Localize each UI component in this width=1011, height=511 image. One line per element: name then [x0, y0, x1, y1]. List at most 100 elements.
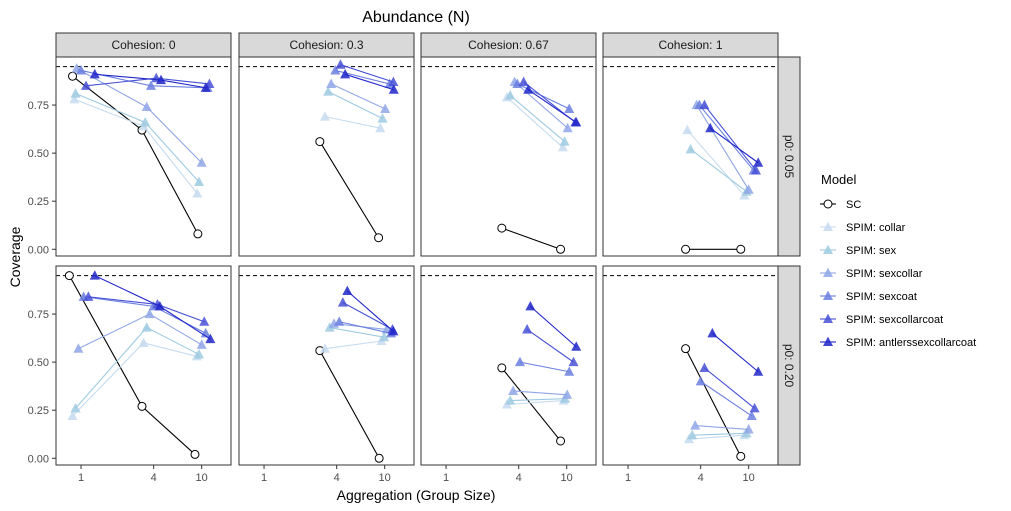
data-point [518, 76, 529, 87]
data-point [89, 68, 100, 79]
series-line [319, 350, 380, 459]
data-point [205, 333, 216, 344]
legend-entry-label: SPIM: collar [846, 222, 906, 234]
data-point [323, 86, 334, 96]
data-point [89, 270, 100, 280]
x-tick-label: 1 [443, 472, 449, 484]
data-point [319, 111, 330, 121]
column-strip-label: Cohesion: 0.67 [468, 38, 549, 52]
data-point [193, 349, 204, 359]
x-tick-label: 10 [561, 472, 573, 484]
data-point [571, 116, 582, 127]
x-tick-label: 10 [743, 472, 755, 484]
data-point [571, 341, 582, 351]
data-point [559, 136, 570, 146]
panel-border [420, 265, 597, 466]
data-point [525, 300, 536, 311]
data-point [137, 401, 147, 411]
row-strip-label: p0: 0.20 [782, 344, 796, 388]
panel-background [603, 57, 778, 256]
data-point [145, 80, 156, 90]
data-point [562, 389, 573, 399]
series-line [527, 89, 577, 123]
series-line [696, 104, 750, 190]
data-point [556, 436, 566, 446]
data-point [749, 402, 760, 413]
y-tick-label: 0.25 [28, 196, 49, 208]
legend-entry-label: SPIM: sex [846, 245, 897, 257]
series-line [510, 398, 566, 402]
data-point [319, 343, 330, 353]
data-point [743, 184, 754, 194]
data-point [144, 308, 155, 319]
panel-background [421, 57, 596, 256]
series-line [517, 83, 570, 110]
data-point [138, 337, 149, 347]
data-point [388, 84, 399, 94]
series-line [344, 73, 394, 91]
series-line [685, 348, 742, 457]
data-point [388, 325, 399, 336]
data-point [497, 223, 507, 233]
data-point [707, 327, 718, 338]
data-point [379, 331, 390, 342]
data-point [380, 103, 391, 113]
series-line [327, 91, 383, 120]
data-point [70, 88, 81, 98]
data-point [705, 122, 716, 133]
data-point [557, 141, 568, 152]
panel-border [238, 265, 415, 466]
data-point [73, 343, 84, 353]
series-line [506, 400, 564, 405]
legend-entry-label: SPIM: sexcoat [846, 291, 917, 303]
series-line [329, 326, 385, 338]
series-line [690, 148, 747, 193]
data-point [155, 74, 166, 85]
panel-background [239, 266, 414, 465]
data-point [200, 82, 211, 92]
panel-background [421, 266, 596, 465]
column-strip-label: Cohesion: 0.3 [289, 38, 363, 52]
column-strip [238, 32, 415, 58]
chart-title: Abundance (N) [362, 9, 470, 26]
x-tick-label: 4 [698, 472, 704, 484]
data-point [682, 124, 693, 135]
data-point [141, 101, 152, 112]
data-point [374, 233, 384, 243]
legend-entry-label: SPIM: sexcollar [846, 268, 923, 280]
y-axis-title: Coverage [7, 226, 23, 287]
series-line [686, 129, 745, 196]
data-point [556, 244, 566, 254]
panel-border [55, 56, 232, 257]
legend-key-marker [823, 221, 833, 232]
series-line [506, 96, 564, 148]
series-line [324, 340, 382, 350]
data-point [523, 84, 534, 94]
series-line [526, 328, 574, 363]
legend: Model SC SPIM: collar SPIM: sex SPIM: sexco… [820, 172, 976, 349]
data-point [141, 322, 152, 332]
data-point [690, 420, 701, 430]
series-line [509, 95, 565, 143]
data-point [335, 59, 346, 69]
facet-panels: Cohesion: 0 Cohesion: 0.3 Cohesion: 0.67 Co… [28, 32, 801, 484]
legend-key-marker [823, 313, 833, 324]
series-line [339, 321, 392, 334]
y-tick-label: 0.50 [28, 148, 49, 160]
data-point [76, 65, 87, 75]
x-tick-label: 10 [196, 472, 208, 484]
series-line [712, 332, 759, 373]
data-point [508, 385, 519, 396]
legend-key-marker [823, 267, 833, 278]
data-point [388, 76, 399, 87]
data-point [340, 68, 351, 79]
legend-title: Model [821, 172, 857, 187]
legend-entry-label: SC [846, 199, 861, 211]
data-point [746, 410, 757, 421]
data-point [751, 165, 762, 175]
series-line [346, 290, 394, 332]
series-line [342, 302, 393, 330]
x-tick-label: 1 [78, 472, 84, 484]
data-point [375, 122, 386, 133]
